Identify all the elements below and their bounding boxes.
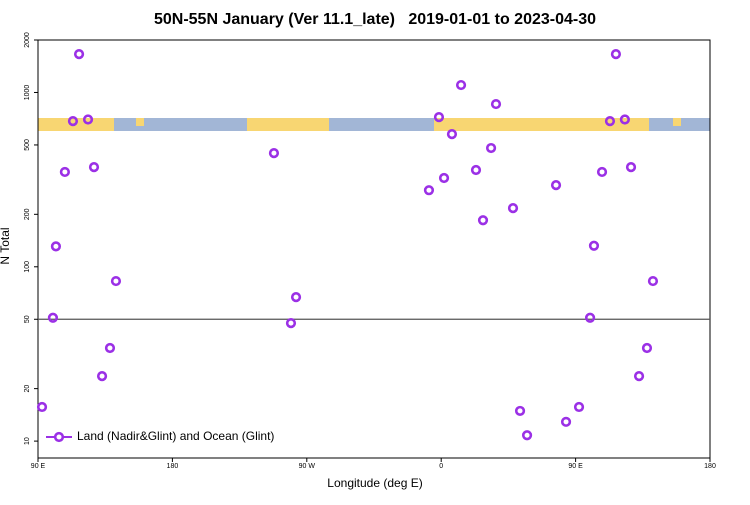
point <box>647 275 659 287</box>
point <box>625 162 637 173</box>
point <box>604 116 616 127</box>
point <box>490 98 502 110</box>
point <box>50 241 62 252</box>
point <box>47 312 59 323</box>
land <box>673 118 681 126</box>
y-axis-label: N Total <box>0 227 12 264</box>
x-tick-label: 0 <box>439 463 443 470</box>
point <box>36 401 48 413</box>
point <box>285 318 297 329</box>
legend-label: Land (Nadir&Glint) and Ocean (Glint) <box>77 429 274 443</box>
point <box>470 164 482 176</box>
x-tick-label: 180 <box>704 463 716 470</box>
point <box>88 162 100 173</box>
plot-frame <box>37 39 711 459</box>
point <box>619 114 630 125</box>
x-tick-label: 90 W <box>299 463 316 470</box>
point <box>67 116 79 127</box>
point <box>477 215 489 226</box>
point <box>423 185 435 196</box>
point <box>446 129 458 140</box>
y-tick-label: 50 <box>24 315 31 323</box>
land <box>247 118 329 131</box>
point <box>550 180 562 191</box>
point <box>82 114 94 125</box>
x-tick-label: 90 E <box>568 463 583 470</box>
point <box>433 112 445 123</box>
y-tick-label: 2000 <box>24 32 31 48</box>
y-tick-label: 1000 <box>24 85 31 101</box>
point <box>485 142 497 154</box>
point <box>59 166 70 178</box>
land <box>434 118 649 131</box>
point <box>596 166 608 178</box>
point <box>560 416 572 427</box>
x-tick-label: 180 <box>167 463 179 470</box>
point <box>290 292 302 303</box>
y-tick-label: 200 <box>24 208 31 220</box>
x-tick-label: 90 E <box>31 463 46 470</box>
map-strip <box>38 118 710 131</box>
x-axis-label: Longitude (deg E) <box>327 476 422 490</box>
land <box>136 118 144 126</box>
y-tick-label: 20 <box>24 385 31 393</box>
point <box>268 147 280 159</box>
point <box>514 405 526 417</box>
y-tick-label: 500 <box>24 139 31 151</box>
point <box>438 172 450 184</box>
point <box>610 49 622 60</box>
point <box>521 430 533 441</box>
point <box>104 342 116 354</box>
point <box>573 401 585 413</box>
point <box>110 275 122 287</box>
point <box>507 203 519 214</box>
y-tick-label: 100 <box>24 261 31 273</box>
chart-title: 50N-55N January (Ver 11.1_late) 2019-01-… <box>154 11 596 28</box>
point <box>96 371 108 382</box>
point <box>73 49 85 60</box>
point <box>588 240 600 251</box>
point <box>584 312 596 323</box>
y-tick-label: 10 <box>24 437 31 445</box>
point <box>633 371 645 382</box>
point <box>641 342 653 354</box>
point <box>455 79 467 91</box>
legend-marker <box>53 431 65 443</box>
